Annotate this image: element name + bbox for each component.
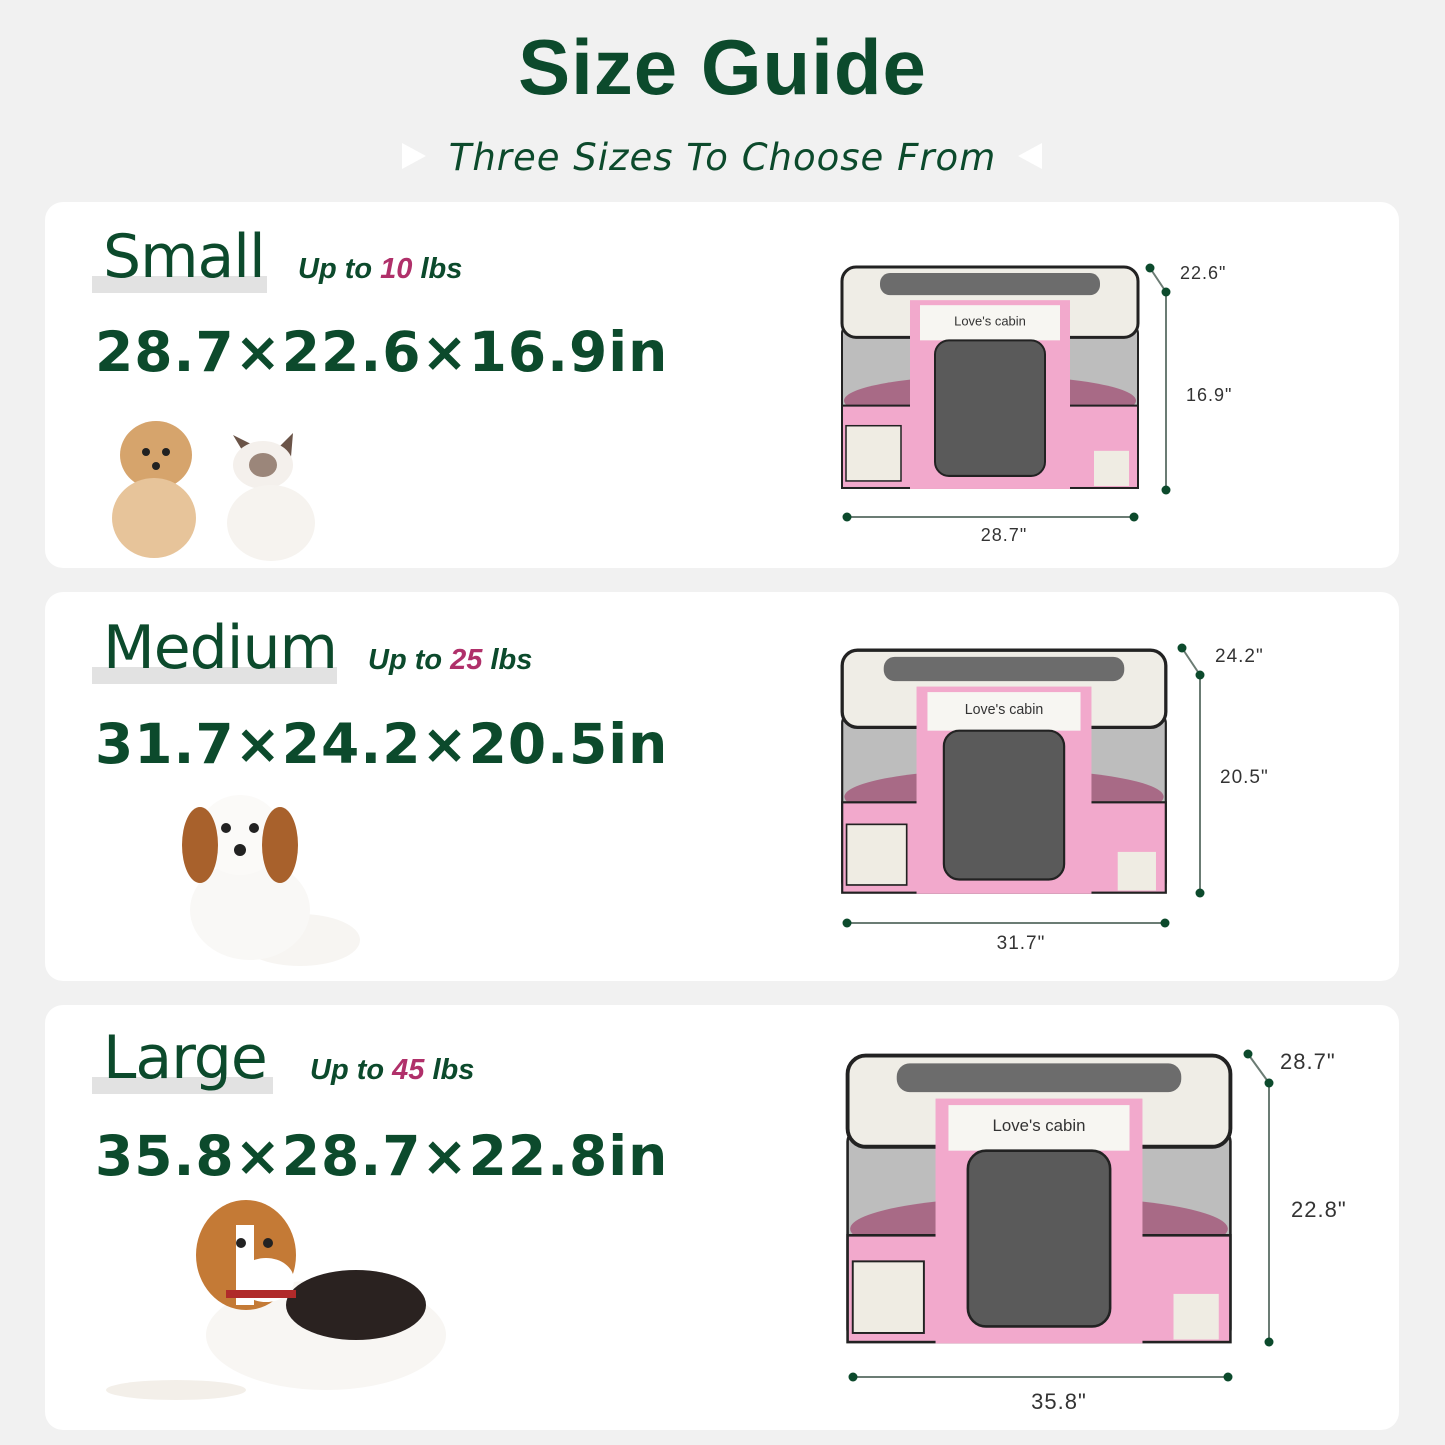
size-name: Medium (103, 613, 338, 683)
weight-prefix: Up to (298, 253, 381, 285)
playpen-image: Love's cabin (840, 265, 1140, 489)
page-title: Size Guide (518, 23, 927, 111)
dog-photo (112, 421, 196, 558)
side-pocket (851, 1260, 925, 1334)
weight-limit: Up to 10 lbs (298, 253, 462, 286)
door-mesh (966, 1149, 1112, 1328)
width-label: 35.8" (1031, 1388, 1087, 1414)
side-pocket (845, 424, 902, 482)
playpen-image: Love's cabin (845, 1053, 1233, 1344)
weight-prefix: Up to (310, 1054, 393, 1086)
roof-mesh (896, 1063, 1182, 1093)
brand-logo: Love's cabin (993, 1116, 1086, 1135)
brand-logo: Love's cabin (954, 313, 1026, 328)
roof-mesh (883, 656, 1125, 682)
weight-suffix: lbs (482, 644, 533, 676)
weight-value: 25 (450, 644, 483, 676)
dimensions: 31.7×24.2×20.5in (95, 712, 669, 776)
bottle-pocket (1173, 1293, 1219, 1340)
depth-label: 22.6" (1180, 263, 1227, 284)
title-underline (92, 1077, 273, 1094)
brand-panel (927, 692, 1081, 731)
weight-suffix: lbs (412, 253, 463, 285)
size-name: Small (103, 222, 266, 292)
beagle-photo (106, 1200, 446, 1400)
cat-photo (227, 433, 315, 561)
brand-panel (948, 1105, 1130, 1151)
brand-logo: Love's cabin (965, 702, 1044, 718)
width-label: 28.7" (980, 525, 1028, 546)
door-mesh (942, 729, 1066, 881)
width-label: 31.7" (996, 932, 1046, 954)
playpen-image: Love's cabin (840, 648, 1168, 894)
weight-prefix: Up to (368, 644, 451, 676)
height-label: 20.5" (1220, 766, 1269, 788)
side-pocket (845, 823, 908, 886)
weight-value: 10 (380, 253, 413, 285)
right-arrow-icon (402, 143, 426, 169)
depth-label: 28.7" (1280, 1048, 1336, 1074)
bottle-pocket (1117, 851, 1156, 891)
height-label: 16.9" (1186, 385, 1233, 406)
dimensions: 35.8×28.7×22.8in (95, 1124, 669, 1188)
door-mesh (934, 339, 1046, 477)
left-arrow-icon (1018, 143, 1042, 169)
weight-limit: Up to 25 lbs (368, 644, 532, 677)
weight-value: 45 (392, 1054, 425, 1086)
size-name: Large (103, 1023, 268, 1093)
height-label: 22.8" (1291, 1196, 1347, 1222)
dog-photo (182, 795, 360, 966)
dimensions: 28.7×22.6×16.9in (95, 320, 669, 384)
bottle-pocket (1094, 450, 1129, 486)
brand-panel (920, 305, 1060, 341)
title-underline (92, 276, 267, 293)
subtitle: Three Sizes To Choose From (448, 136, 997, 179)
title-underline (92, 667, 337, 684)
weight-suffix: lbs (424, 1054, 475, 1086)
depth-label: 24.2" (1215, 645, 1264, 667)
roof-mesh (880, 273, 1100, 296)
weight-limit: Up to 45 lbs (310, 1054, 474, 1087)
